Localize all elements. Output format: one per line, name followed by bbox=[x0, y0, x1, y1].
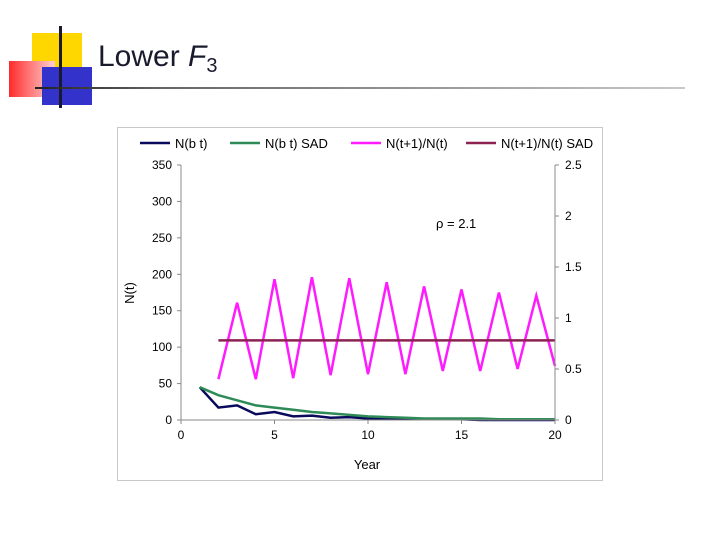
x-tick-label: 10 bbox=[361, 428, 375, 442]
legend-label: N(b t) SAD bbox=[265, 136, 328, 151]
x-axis-title: Year bbox=[354, 457, 381, 472]
legend: N(b t) N(b t) SAD N(t+1)/N(t) N(t+1)/N(t) S… bbox=[140, 136, 593, 151]
y-tick-label: 100 bbox=[152, 340, 172, 354]
y-tick-label: 200 bbox=[152, 267, 172, 281]
legend-label: N(t+1)/N(t) bbox=[386, 136, 448, 151]
legend-label: N(b t) bbox=[175, 136, 208, 151]
series-line-1 bbox=[199, 386, 555, 421]
slide-title: Lower F3 bbox=[98, 40, 218, 78]
y2-tick-label: 2 bbox=[565, 209, 572, 223]
deco-blue-square bbox=[42, 67, 92, 105]
series-lines bbox=[198, 276, 557, 422]
title-main-text: Lower bbox=[98, 40, 189, 73]
x-tick-label: 20 bbox=[548, 428, 562, 442]
title-variable: F bbox=[188, 40, 207, 73]
chart-svg: 0 50 100 150 200 250 300 350 0 0.5 1 1.5 2 2.5 0 5 10 15 2… bbox=[122, 136, 593, 472]
title-rule-line bbox=[35, 87, 685, 89]
series-line-2 bbox=[217, 276, 557, 380]
deco-vertical-line bbox=[59, 26, 62, 108]
x-tick-label: 15 bbox=[455, 428, 469, 442]
y-tick-label: 150 bbox=[152, 304, 172, 318]
y-tick-label: 50 bbox=[159, 377, 173, 391]
x-tick-label: 5 bbox=[271, 428, 278, 442]
rho-annotation: ρ = 2.1 bbox=[436, 216, 476, 231]
y2-tick-label: 0 bbox=[565, 413, 572, 427]
axes: 0 50 100 150 200 250 300 350 0 0.5 1 1.5 2 2.5 0 5 10 15 2… bbox=[152, 158, 582, 442]
y2-tick-label: 1.5 bbox=[565, 260, 582, 274]
chart-frame: 0 50 100 150 200 250 300 350 0 0.5 1 1.5 2 2.5 0 5 10 15 2… bbox=[117, 127, 603, 481]
y-tick-label: 300 bbox=[152, 194, 172, 208]
y2-tick-label: 2.5 bbox=[565, 158, 582, 172]
y-tick-label: 0 bbox=[165, 413, 172, 427]
y-tick-label: 250 bbox=[152, 231, 172, 245]
legend-label: N(t+1)/N(t) SAD bbox=[501, 136, 593, 151]
title-subscript: 3 bbox=[206, 55, 218, 77]
y-tick-label: 350 bbox=[152, 158, 172, 172]
x-tick-label: 0 bbox=[178, 428, 185, 442]
y-axis-title: N(t) bbox=[122, 282, 137, 304]
y2-tick-label: 0.5 bbox=[565, 362, 582, 376]
y2-tick-label: 1 bbox=[565, 311, 572, 325]
